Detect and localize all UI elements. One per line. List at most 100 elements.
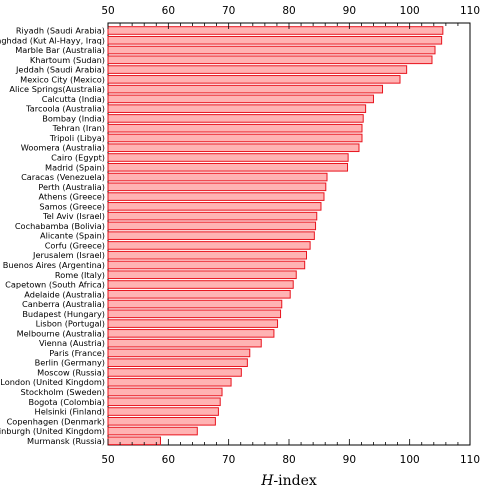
bar bbox=[107, 417, 216, 426]
category-label: Melbourne (Australia) bbox=[17, 328, 105, 338]
bar bbox=[107, 231, 315, 240]
category-label: Bogota (Colombia) bbox=[28, 397, 105, 407]
category-label: Caracas (Venezuela) bbox=[21, 172, 105, 182]
bar bbox=[107, 123, 363, 133]
category-label: Cochabamba (Bolivia) bbox=[15, 221, 105, 231]
bar bbox=[107, 289, 291, 299]
tick-label-top: 100 bbox=[400, 5, 420, 17]
bar bbox=[107, 348, 251, 358]
bar bbox=[107, 338, 262, 348]
category-label: Tehran (Iran) bbox=[52, 123, 105, 133]
category-label: Riyadh (Saudi Arabia) bbox=[16, 26, 105, 36]
category-label: Marble Bar (Australia) bbox=[15, 45, 105, 55]
tick-label-bottom: 90 bbox=[343, 454, 356, 466]
bar bbox=[107, 221, 317, 231]
tick-label-top: 90 bbox=[343, 5, 356, 17]
category-label: Copenhagen (Denmark) bbox=[7, 416, 105, 426]
category-label: Helsinki (Finland) bbox=[35, 407, 105, 417]
bar bbox=[107, 319, 279, 328]
bar bbox=[107, 114, 364, 123]
tick-label-top: 70 bbox=[222, 5, 235, 17]
category-label: Alicante (Spain) bbox=[40, 231, 105, 241]
category-labels-group: Riyadh (Saudi Arabia)Baghdad (Kut Al-Hay… bbox=[0, 26, 105, 446]
bar bbox=[107, 426, 198, 436]
tick-label-bottom: 100 bbox=[400, 454, 420, 466]
bar bbox=[107, 270, 297, 280]
tick-label-top: 50 bbox=[101, 5, 114, 17]
category-label: Tarcoola (Australia) bbox=[25, 104, 105, 114]
category-label: Canberra (Australia) bbox=[22, 299, 105, 309]
bar bbox=[107, 162, 349, 172]
tick-labels-group: 50 50 60 60 70 70 80 80 90 90 100 100 110 110 bbox=[101, 5, 480, 466]
tick-label-bottom: 50 bbox=[101, 454, 114, 466]
category-label: Woomera (Australia) bbox=[21, 143, 105, 153]
tick-label-bottom: 70 bbox=[222, 454, 235, 466]
tick-label-top: 60 bbox=[162, 5, 175, 17]
bar bbox=[107, 75, 401, 84]
category-label: Jerusalem (Israel) bbox=[32, 250, 105, 260]
bar bbox=[107, 153, 349, 162]
tick-label-bottom: 80 bbox=[282, 454, 295, 466]
bar bbox=[107, 84, 384, 94]
bar bbox=[107, 45, 436, 55]
tick-label-top: 110 bbox=[460, 5, 480, 17]
bar bbox=[107, 397, 221, 407]
bar bbox=[107, 358, 248, 367]
tick-label-bottom: 60 bbox=[162, 454, 175, 466]
category-label: Mexico City (Mexico) bbox=[20, 74, 105, 84]
category-label: Murmansk (Russia) bbox=[27, 436, 105, 446]
bar bbox=[107, 368, 242, 377]
category-label: Tripoli (Libya) bbox=[49, 133, 105, 143]
bar bbox=[107, 387, 223, 397]
category-label: Lisbon (Portugal) bbox=[36, 319, 105, 329]
bar bbox=[107, 182, 327, 192]
bar bbox=[107, 192, 325, 201]
category-label: Madrid (Spain) bbox=[45, 162, 105, 172]
bar bbox=[107, 329, 275, 338]
category-label: Tel Aviv (Israel) bbox=[42, 211, 105, 221]
category-label: London (United Kingdom) bbox=[0, 377, 105, 387]
category-label: Khartoum (Sudan) bbox=[30, 55, 105, 65]
bar bbox=[107, 250, 307, 260]
bar bbox=[107, 133, 363, 143]
bar bbox=[107, 280, 294, 289]
category-label: Moscow (Russia) bbox=[37, 367, 105, 377]
bar bbox=[107, 299, 283, 309]
category-label: Jeddah (Saudi Arabia) bbox=[15, 65, 105, 75]
category-label: Bombay (India) bbox=[42, 113, 105, 123]
bar bbox=[107, 26, 444, 35]
bar bbox=[107, 241, 311, 250]
bars-group bbox=[107, 26, 444, 446]
bar bbox=[107, 104, 367, 113]
bar bbox=[107, 260, 306, 270]
category-label: Cairo (Egypt) bbox=[51, 153, 105, 163]
bar bbox=[107, 309, 282, 319]
bar bbox=[107, 377, 232, 387]
category-label: Baghdad (Kut Al-Hayy, Iraq) bbox=[0, 35, 105, 45]
category-label: Paris (France) bbox=[49, 348, 105, 358]
category-label: Rome (Italy) bbox=[55, 270, 105, 280]
tick-label-bottom: 110 bbox=[460, 454, 480, 466]
category-label: Buenos Aires (Argentina) bbox=[3, 260, 105, 270]
bar bbox=[107, 172, 328, 182]
x-axis-title: H-index bbox=[260, 473, 317, 489]
bar bbox=[107, 143, 360, 153]
category-label: Capetown (South Africa) bbox=[5, 280, 105, 290]
bar bbox=[107, 94, 374, 104]
category-label: Calcutta (India) bbox=[42, 94, 105, 104]
category-label: Samos (Greece) bbox=[39, 201, 105, 211]
bar bbox=[107, 202, 322, 211]
bar bbox=[107, 436, 161, 446]
bar bbox=[107, 407, 219, 416]
bar bbox=[107, 55, 433, 65]
category-label: Edinburgh (United Kingdom) bbox=[0, 426, 105, 436]
axis-ticks-group bbox=[107, 23, 471, 445]
tick-label-top: 80 bbox=[282, 5, 295, 17]
bar bbox=[107, 35, 443, 45]
category-label: Berlin (Germany) bbox=[35, 358, 105, 368]
category-label: Vienna (Austria) bbox=[39, 338, 105, 348]
category-label: Athens (Greece) bbox=[39, 192, 105, 202]
bar bbox=[107, 211, 318, 221]
category-label: Stockholm (Sweden) bbox=[21, 387, 105, 397]
category-label: Perth (Australia) bbox=[38, 182, 105, 192]
